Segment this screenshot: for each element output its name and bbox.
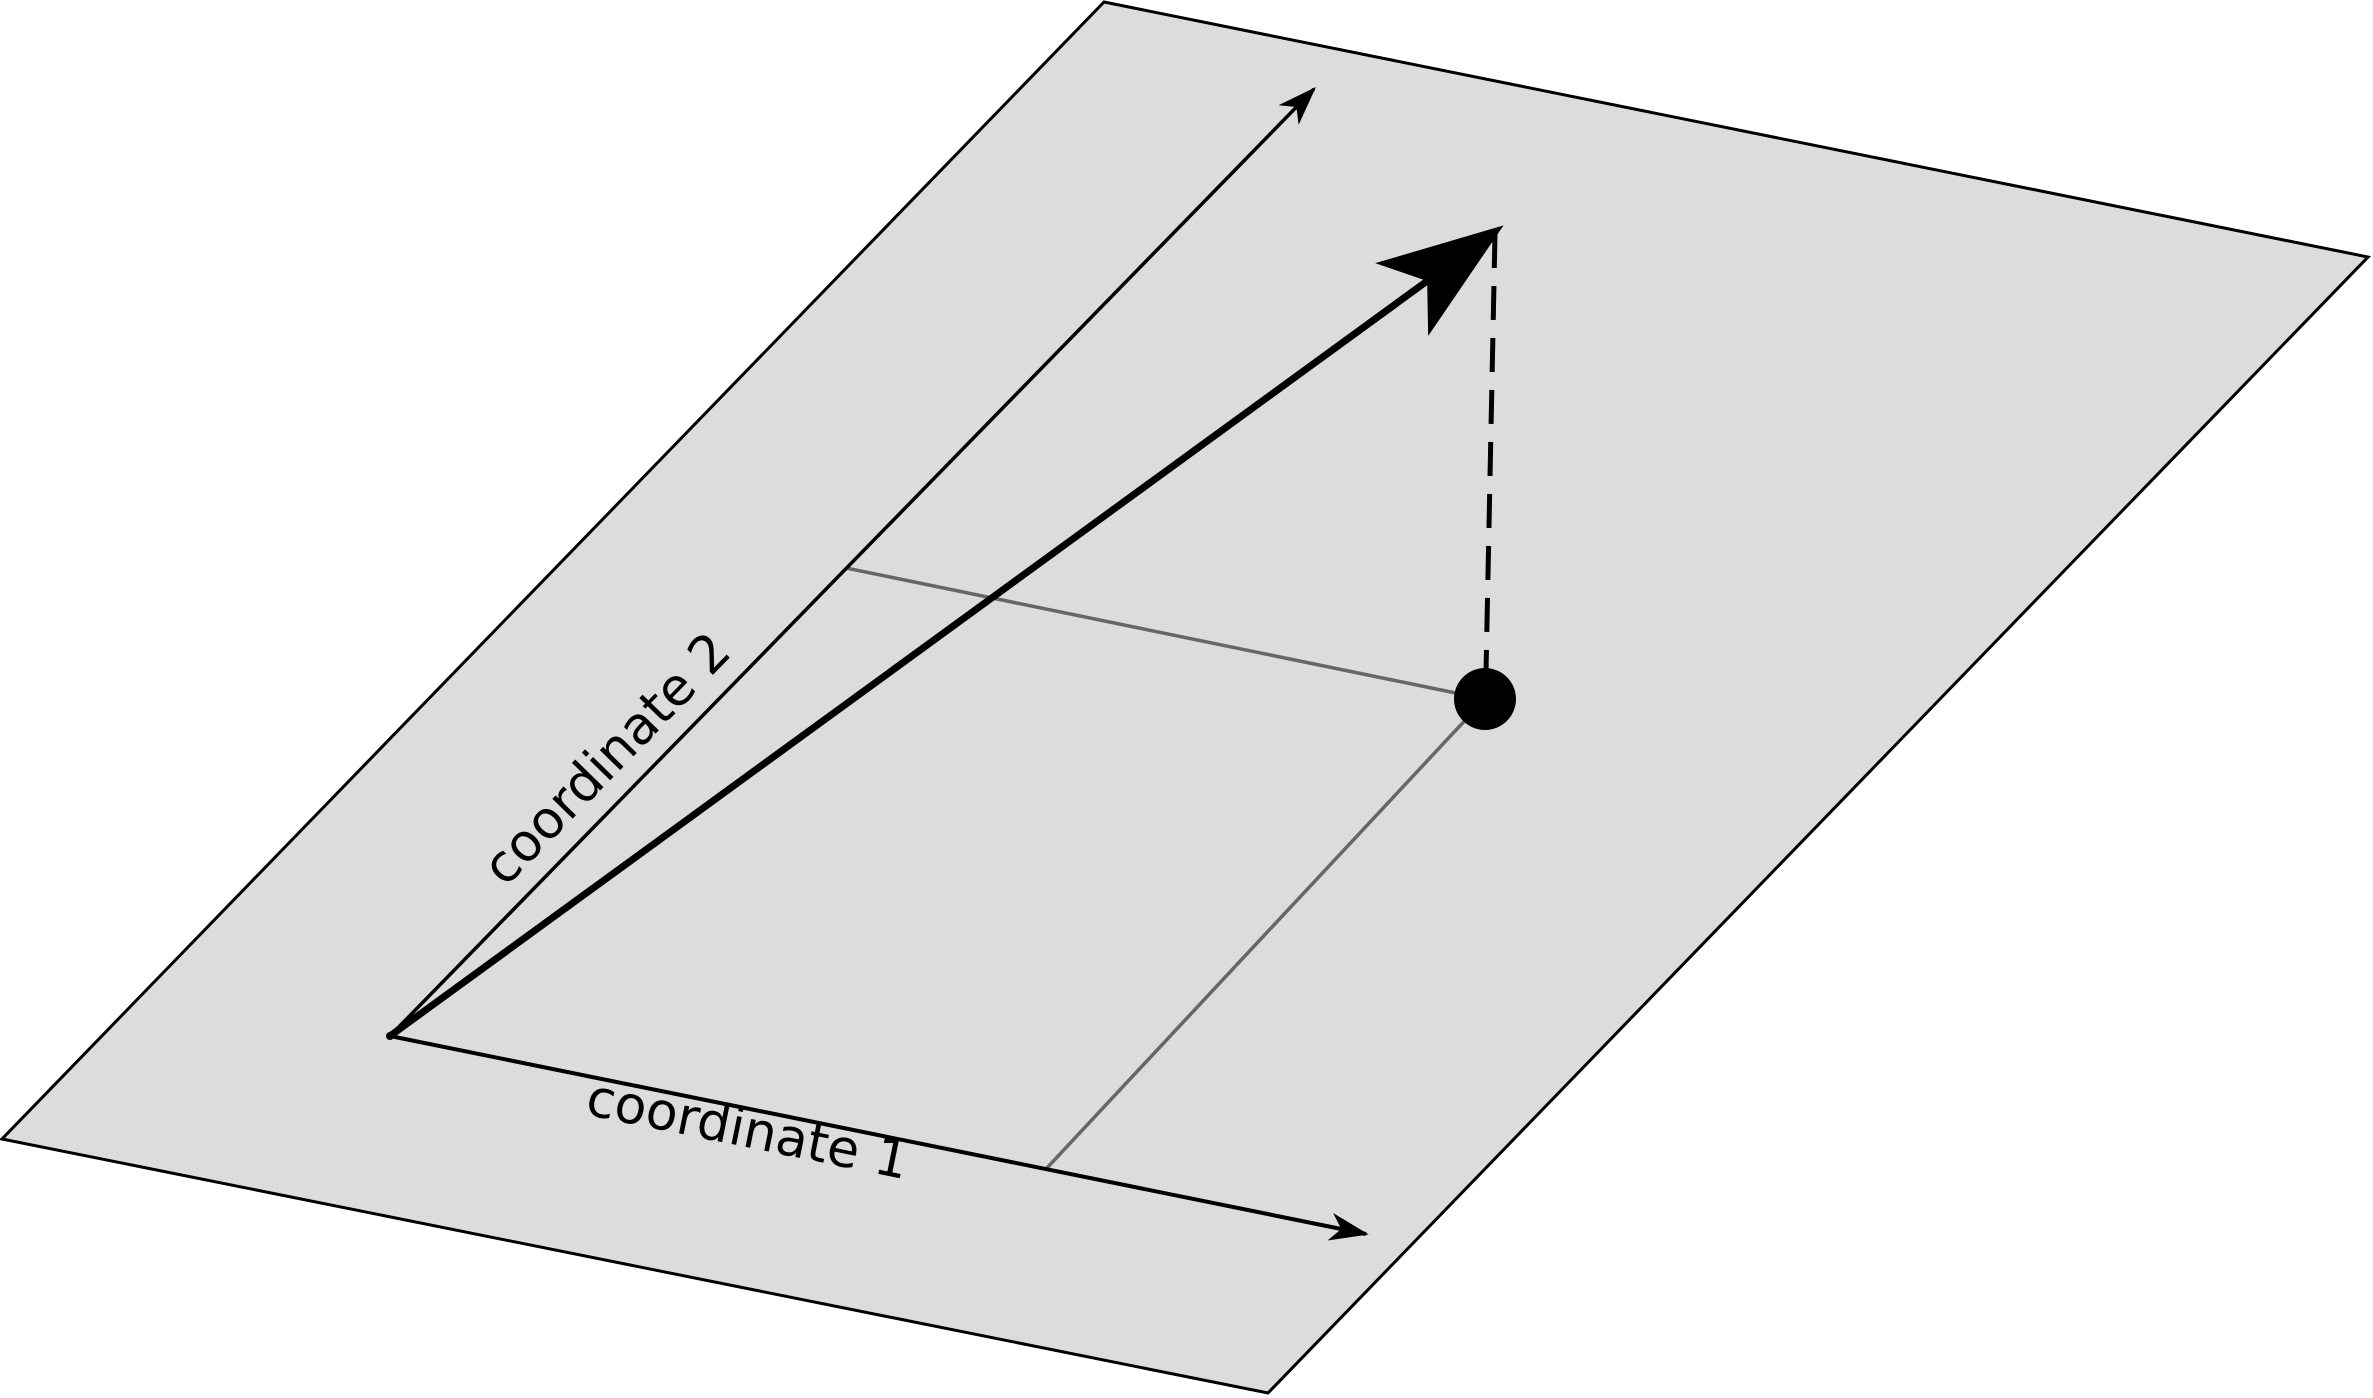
projection-line-to-axis-2 [845,566,1486,701]
axis-1-arrow [389,1034,1369,1241]
projection-line-to-axis-1 [1044,697,1487,1171]
origin-point [386,1032,394,1040]
vector-arrow [387,225,1504,1039]
dashed-projection-line [1483,233,1498,673]
projected-point [1454,668,1516,730]
axis-2-arrow [388,86,1316,1038]
